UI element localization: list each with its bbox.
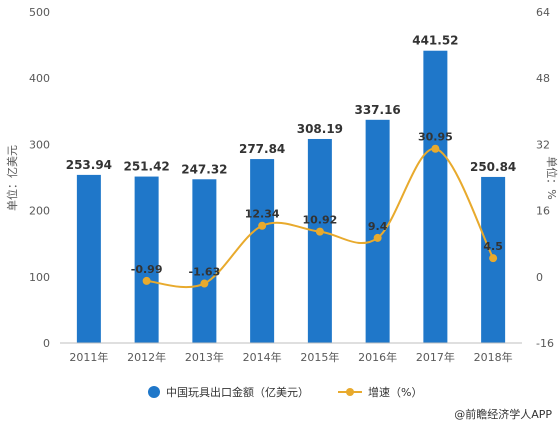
export-bar [307, 138, 332, 343]
growth-point [258, 221, 267, 230]
left-tick-label: 400 [29, 72, 50, 85]
export-bar [134, 176, 159, 343]
legend-line-dot [346, 388, 354, 396]
x-axis: 2011年 2012年 2013年 2014年 2015年 2016年 2017年 2018年 [60, 342, 522, 364]
x-tick-label: 2014年 [243, 350, 282, 364]
growth-point-label: 12.34 [245, 208, 280, 221]
growth-point-label: -0.99 [131, 263, 163, 276]
export-bar-label: 251.42 [123, 160, 169, 174]
growth-point [431, 144, 440, 153]
growth-point-label: 9.4 [368, 220, 388, 233]
left-tick-label: 300 [29, 138, 50, 151]
left-tick-label: 0 [43, 337, 50, 350]
legend-bar-marker [148, 386, 160, 398]
right-tick-label: 64 [536, 6, 550, 19]
right-tick-label: -16 [536, 337, 554, 350]
export-bar-label: 308.19 [297, 122, 343, 136]
export-bar [76, 174, 101, 343]
export-bar-label: 337.16 [354, 103, 400, 117]
right-axis-title: 单位：% [545, 156, 558, 199]
growth-line [146, 147, 495, 289]
x-tick-label: 2013年 [185, 350, 224, 364]
export-bar-label: 253.94 [66, 158, 112, 172]
growth-point-label: 10.92 [302, 214, 337, 227]
right-tick-label: 16 [536, 205, 550, 218]
left-tick-label: 500 [29, 6, 50, 19]
bars-layer: 253.94 251.42 247.32 277.84 308.19 337.16 441.… [66, 34, 516, 344]
right-tick-label: 48 [536, 72, 550, 85]
right-axis: -16 0 16 32 48 64 [536, 6, 554, 350]
x-tick-label: 2015年 [300, 350, 339, 364]
growth-point-label: -1.63 [189, 266, 221, 279]
growth-point [142, 276, 151, 285]
x-tick-label: 2016年 [358, 350, 397, 364]
export-bar-label: 277.84 [239, 142, 285, 156]
growth-point [315, 227, 324, 236]
export-bar-label: 441.52 [412, 34, 458, 48]
export-bar [250, 159, 275, 343]
x-tick-label: 2018年 [474, 350, 513, 364]
growth-line-layer: -0.99 -1.63 12.34 10.92 9.4 30.95 4.5 [131, 131, 503, 289]
export-bar-label: 250.84 [470, 160, 516, 174]
growth-point-label: 4.5 [483, 240, 503, 253]
legend-bar-label: 中国玩具出口金额（亿美元） [166, 385, 309, 399]
credit-text: @前瞻经济学人APP [454, 407, 552, 421]
growth-point [200, 279, 209, 288]
export-bar [365, 119, 390, 343]
left-tick-label: 200 [29, 205, 50, 218]
export-bar-label: 247.32 [181, 162, 227, 176]
right-tick-label: 32 [536, 138, 550, 151]
left-axis-title: 单位：亿美元 [5, 145, 19, 211]
x-tick-label: 2017年 [416, 350, 455, 364]
export-bar [192, 179, 217, 343]
growth-point [373, 233, 382, 242]
x-tick-label: 2012年 [127, 350, 166, 364]
left-tick-label: 100 [29, 271, 50, 284]
export-bar [423, 50, 448, 344]
legend: 中国玩具出口金额（亿美元） 增速（%） [148, 385, 422, 399]
growth-point [489, 254, 498, 263]
legend-line-label: 增速（%） [368, 385, 422, 399]
left-axis: 0 100 200 300 400 500 [29, 6, 50, 350]
x-tick-label: 2011年 [69, 350, 108, 364]
right-tick-label: 0 [536, 271, 543, 284]
growth-point-label: 30.95 [418, 131, 453, 144]
